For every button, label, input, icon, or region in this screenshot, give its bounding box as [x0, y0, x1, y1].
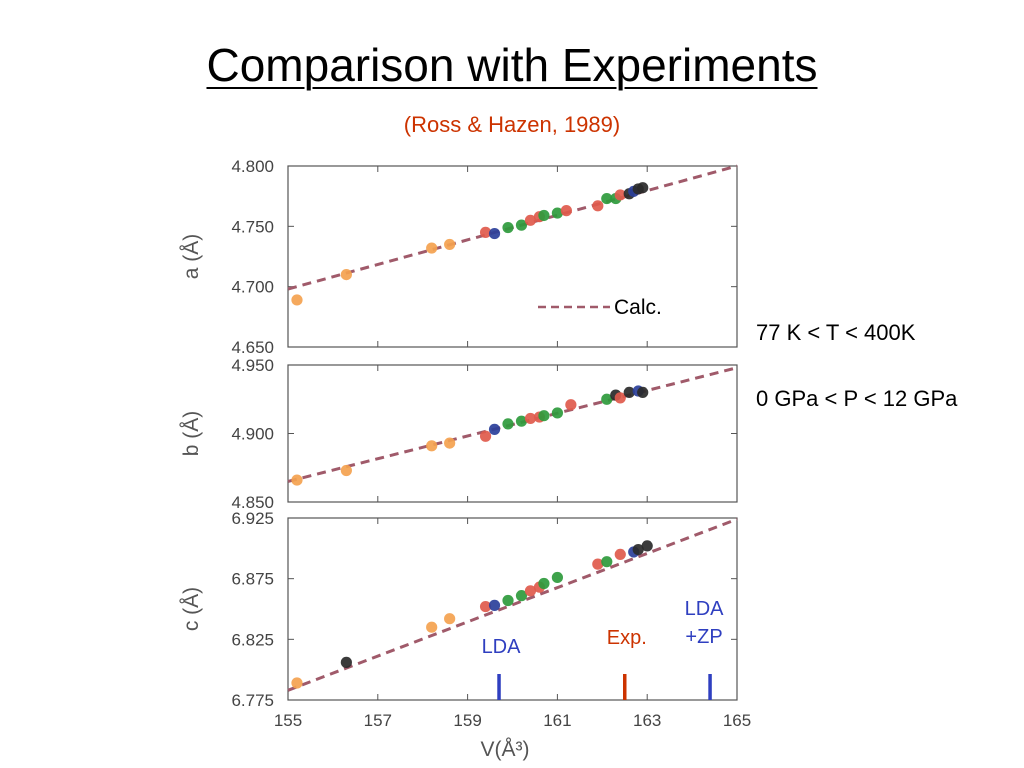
data-point: [502, 221, 514, 234]
x-tick-label: 163: [633, 711, 661, 730]
y-tick-label: 4.650: [231, 338, 274, 357]
page-title: Comparison with Experiments: [206, 39, 818, 91]
data-point: [524, 412, 537, 425]
y-axis-label: a (Å): [180, 234, 203, 280]
data-point: [291, 294, 303, 306]
data-point: [488, 227, 501, 240]
y-tick-label: 6.925: [231, 509, 274, 528]
data-point: [291, 677, 303, 689]
data-point: [426, 621, 438, 633]
calc-line: [287, 517, 738, 692]
y-tick-label: 4.850: [231, 493, 274, 512]
data-point: [538, 209, 550, 222]
x-tick-label: 161: [543, 711, 571, 730]
data-point: [614, 189, 626, 201]
data-point: [502, 418, 514, 430]
x-tick-label: 165: [723, 711, 751, 730]
data-point: [515, 415, 528, 427]
data-point: [592, 558, 604, 570]
x-tick-label: 159: [453, 711, 481, 730]
data-point: [479, 430, 492, 442]
panel-frame: [287, 165, 738, 348]
y-tick-label: 6.775: [231, 691, 274, 710]
y-tick-label: 4.800: [231, 157, 274, 176]
data-point: [641, 540, 653, 552]
data-point: [637, 182, 649, 194]
data-point: [632, 543, 644, 556]
x-tick-label: 155: [274, 711, 302, 730]
y-tick-label: 4.750: [231, 217, 274, 236]
data-point: [538, 410, 550, 422]
data-point: [614, 392, 626, 404]
data-point: [444, 437, 456, 449]
data-point: [623, 386, 635, 398]
data-point: [538, 577, 550, 590]
data-point: [340, 656, 352, 668]
data-point: [565, 399, 577, 411]
data-point: [426, 242, 438, 254]
data-point: [479, 226, 492, 238]
data-point: [614, 548, 626, 561]
marker-label: LDA: [685, 598, 725, 620]
y-axis-label: b (Å): [180, 411, 203, 457]
data-point: [340, 269, 352, 281]
y-tick-label: 4.700: [231, 278, 274, 297]
y-axis-label: c (Å): [180, 587, 203, 631]
page-subtitle-source: (Ross & Hazen, 1989): [403, 112, 621, 137]
marker-label: +ZP: [685, 626, 722, 648]
y-tick-label: 4.900: [231, 425, 274, 444]
data-point: [340, 464, 352, 477]
data-point: [592, 200, 604, 212]
data-point: [601, 556, 613, 568]
data-point: [488, 423, 501, 435]
marker-label: LDA: [482, 636, 522, 658]
marker-label: Exp.: [607, 627, 647, 649]
data-point: [488, 599, 501, 611]
data-point: [524, 214, 537, 226]
data-point: [502, 594, 514, 607]
data-point: [524, 585, 537, 597]
data-point: [560, 205, 572, 217]
data-point: [444, 613, 456, 625]
data-point: [515, 590, 528, 602]
data-point: [601, 192, 613, 205]
y-tick-label: 6.875: [231, 570, 274, 589]
data-point: [479, 600, 492, 613]
data-point: [426, 440, 438, 452]
legend-calc-label: Calc.: [614, 296, 662, 319]
x-axis-label: V(Å³): [481, 738, 530, 761]
data-point: [515, 219, 528, 231]
y-tick-label: 6.825: [231, 630, 274, 649]
panel-frame: [287, 517, 738, 701]
pressure-range: 0 GPa < P < 12 GPa: [756, 386, 958, 411]
data-point: [444, 238, 456, 251]
data-point: [637, 386, 649, 398]
y-tick-label: 4.950: [231, 356, 274, 375]
data-point: [291, 474, 303, 486]
data-point: [601, 393, 613, 405]
data-point: [551, 571, 564, 584]
temperature-range: 77 K < T < 400K: [756, 320, 916, 345]
data-point: [551, 407, 564, 419]
data-point: [551, 207, 564, 219]
x-tick-label: 157: [364, 711, 392, 730]
